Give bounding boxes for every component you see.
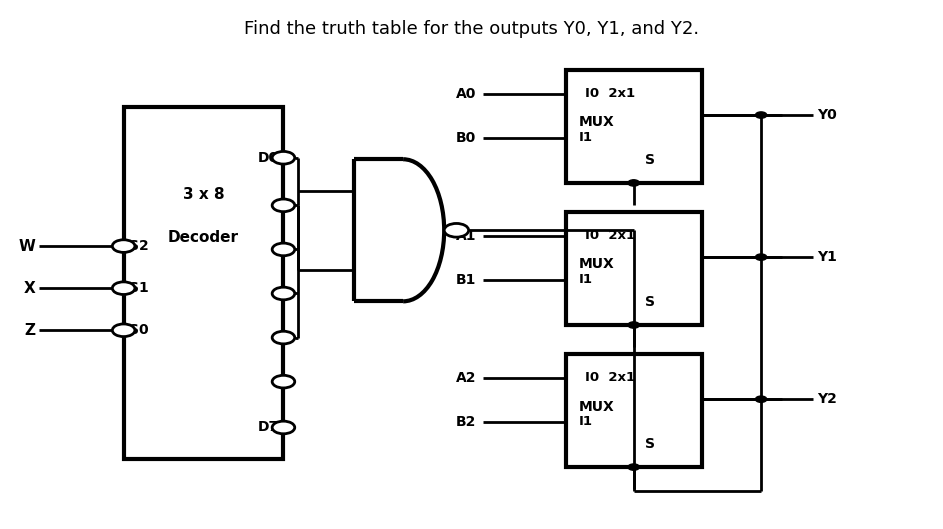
Text: I1: I1 xyxy=(579,415,593,428)
Text: MUX: MUX xyxy=(579,399,615,414)
Text: Y0: Y0 xyxy=(818,108,837,122)
Bar xyxy=(566,212,702,325)
Text: A1: A1 xyxy=(455,229,476,243)
Text: Y1: Y1 xyxy=(818,250,837,264)
Text: MUX: MUX xyxy=(579,115,615,130)
Text: S1: S1 xyxy=(129,281,149,295)
Text: Decoder: Decoder xyxy=(168,230,239,244)
Text: S0: S0 xyxy=(129,323,149,338)
Circle shape xyxy=(273,151,295,164)
Text: X: X xyxy=(24,281,35,296)
Text: S: S xyxy=(645,295,654,309)
Text: B1: B1 xyxy=(455,273,476,287)
Circle shape xyxy=(755,254,767,260)
Text: W: W xyxy=(18,239,35,253)
Bar xyxy=(566,354,702,467)
Circle shape xyxy=(755,396,767,403)
Circle shape xyxy=(112,324,135,336)
Circle shape xyxy=(755,112,767,118)
Text: D0: D0 xyxy=(257,151,279,165)
Text: S: S xyxy=(645,437,654,451)
Text: D7: D7 xyxy=(257,421,279,434)
Text: MUX: MUX xyxy=(579,258,615,271)
Circle shape xyxy=(112,240,135,252)
Text: S: S xyxy=(645,153,654,167)
Circle shape xyxy=(273,421,295,434)
Circle shape xyxy=(444,223,469,237)
Circle shape xyxy=(628,464,639,470)
Text: Z: Z xyxy=(25,323,35,338)
Text: Y2: Y2 xyxy=(818,392,837,406)
Circle shape xyxy=(273,375,295,388)
Text: A0: A0 xyxy=(455,87,476,101)
Circle shape xyxy=(273,287,295,300)
Text: A2: A2 xyxy=(455,371,476,385)
Text: I0  2x1: I0 2x1 xyxy=(585,229,635,242)
Circle shape xyxy=(273,331,295,344)
Text: I0  2x1: I0 2x1 xyxy=(585,87,635,100)
Text: S2: S2 xyxy=(129,239,149,253)
Bar xyxy=(124,107,284,459)
Circle shape xyxy=(273,199,295,212)
Circle shape xyxy=(112,282,135,295)
Circle shape xyxy=(628,180,639,186)
Text: I1: I1 xyxy=(579,273,593,286)
Bar xyxy=(566,70,702,183)
Text: 3 x 8: 3 x 8 xyxy=(183,187,224,202)
Text: B2: B2 xyxy=(455,415,476,429)
Text: B0: B0 xyxy=(456,131,476,144)
Circle shape xyxy=(628,322,639,328)
Text: I0  2x1: I0 2x1 xyxy=(585,371,635,384)
Text: I1: I1 xyxy=(579,131,593,144)
Circle shape xyxy=(273,243,295,256)
Text: Find the truth table for the outputs Y0, Y1, and Y2.: Find the truth table for the outputs Y0,… xyxy=(244,20,699,38)
